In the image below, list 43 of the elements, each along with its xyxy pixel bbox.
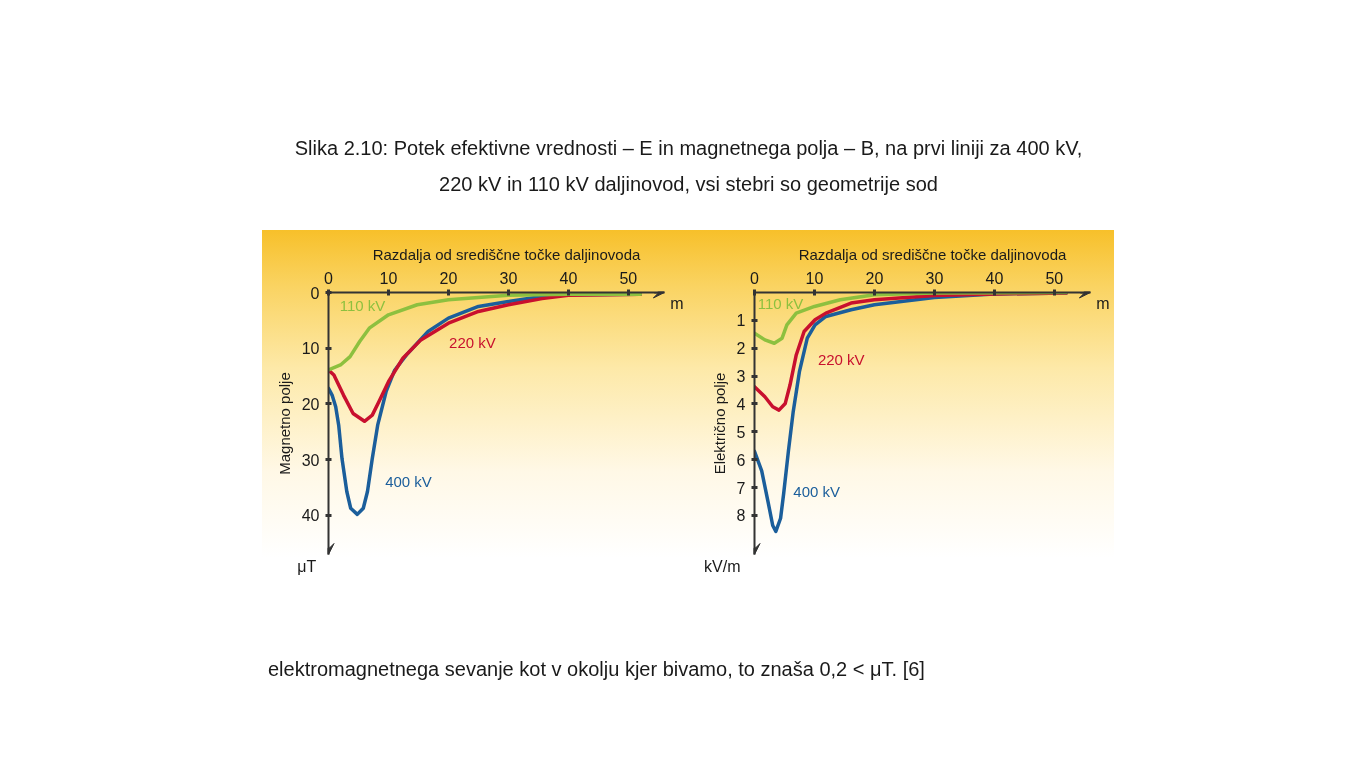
x-tick-label: 30 <box>499 269 518 287</box>
y-axis-title: Električno polje <box>710 372 728 475</box>
y-axis-title: Magnetno polje <box>275 372 293 475</box>
x-axis-title: Razdalja od središčne točke daljinovoda <box>798 245 1067 263</box>
line-series <box>754 292 1069 412</box>
series-label: 110 kV <box>757 294 804 312</box>
x-tick-label: 0 <box>324 269 334 287</box>
x-tick-label: 10 <box>379 269 398 287</box>
series-label: 400 kV <box>385 473 432 491</box>
y-tick-label: 4 <box>736 395 746 413</box>
text: elektromagnetnega sevanje kot v okolju kjer bivamo, to znaša 0,2 < μT. [6] <box>268 657 925 682</box>
text: kV/m <box>704 557 741 575</box>
series-label: 400 kV <box>793 482 841 500</box>
text: m <box>1096 294 1110 312</box>
series-label: 220 kV <box>817 351 865 369</box>
series-label: 220 kV <box>449 333 496 351</box>
x-tick-label: 40 <box>559 269 578 287</box>
text: m <box>670 294 684 312</box>
x-tick-label: 40 <box>985 269 1004 287</box>
x-axis-title: Razdalja od središčne točke daljinovoda <box>372 245 641 263</box>
y-tick-label: 20 <box>301 395 320 413</box>
y-tick-label: 0 <box>310 284 320 302</box>
y-tick-label: 10 <box>301 340 320 358</box>
y-tick-label: 5 <box>736 423 746 441</box>
y-tick-label: 3 <box>736 368 746 386</box>
x-tick-label: 30 <box>925 269 944 287</box>
text: μT <box>297 557 317 575</box>
x-tick-label: 50 <box>619 269 638 287</box>
line-series <box>328 292 643 372</box>
x-tick-label: 20 <box>439 269 458 287</box>
series-label: 110 kV <box>339 297 386 315</box>
y-tick-label: 6 <box>736 451 746 469</box>
y-tick-label: 7 <box>736 479 746 497</box>
x-tick-label: 20 <box>865 269 884 287</box>
y-tick-label: 40 <box>301 507 320 525</box>
y-tick-label: 8 <box>736 507 746 525</box>
text: Slika 2.10: Potek efektivne vrednosti – E in magnetnega polja – B, na prvi liniji za 400 kV, 220 kV in 110 kV daljinovod, vsi stebri so geometrije sod <box>293 136 1084 197</box>
y-tick-label: 2 <box>736 340 746 358</box>
y-tick-label: 30 <box>301 451 320 469</box>
y-tick-label: 1 <box>736 312 746 330</box>
x-tick-label: 50 <box>1045 269 1064 287</box>
x-tick-label: 0 <box>750 269 760 287</box>
x-tick-label: 10 <box>805 269 824 287</box>
